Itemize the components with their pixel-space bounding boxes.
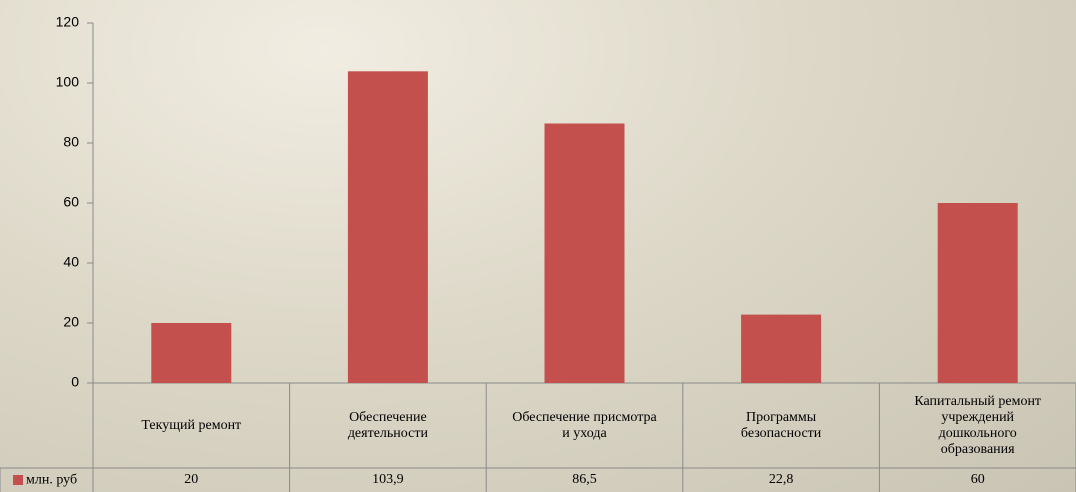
legend-swatch	[13, 475, 23, 485]
bar	[544, 123, 625, 383]
bar	[151, 323, 232, 383]
x-tick-label: Программы безопасности	[740, 409, 822, 441]
x-tick-label-box: Обеспечение присмотра и ухода	[512, 409, 657, 441]
x-tick-label: Обеспечение деятельности	[347, 409, 428, 441]
value-label-box: 20	[184, 472, 199, 487]
x-tick-label: Капитальный ремонт учреждений дошкольног…	[914, 393, 1042, 457]
y-tick-label: 0	[71, 374, 79, 390]
y-tick-label: 40	[63, 254, 79, 270]
value-label: 86,5	[572, 472, 597, 487]
y-tick-label: 80	[63, 134, 79, 150]
value-label-box: 60	[970, 472, 985, 487]
bar	[937, 203, 1018, 383]
x-tick-label-box: Текущий ремонт	[141, 417, 242, 433]
value-label-box: 22,8	[768, 472, 794, 487]
x-tick-label-box: Программы безопасности	[740, 409, 822, 441]
legend-label: млн. руб	[26, 473, 77, 488]
x-tick-label-box: Обеспечение деятельности	[347, 409, 428, 441]
x-tick-label-box: Капитальный ремонт учреждений дошкольног…	[914, 393, 1042, 457]
bar	[741, 314, 822, 383]
value-label-box: 103,9	[372, 472, 404, 487]
value-label-box: 86,5	[572, 472, 597, 487]
bar	[347, 71, 428, 384]
x-tick-label: Обеспечение присмотра и ухода	[512, 409, 657, 441]
x-tick-label: Текущий ремонт	[141, 417, 242, 433]
value-label: 22,8	[768, 472, 794, 487]
y-tick-label: 20	[63, 314, 79, 330]
y-tick-label: 100	[56, 74, 80, 90]
y-tick-label: 120	[56, 14, 80, 30]
y-tick-label: 60	[63, 194, 79, 210]
value-label: 20	[184, 472, 199, 487]
value-label: 60	[970, 472, 985, 487]
value-label: 103,9	[372, 472, 404, 487]
